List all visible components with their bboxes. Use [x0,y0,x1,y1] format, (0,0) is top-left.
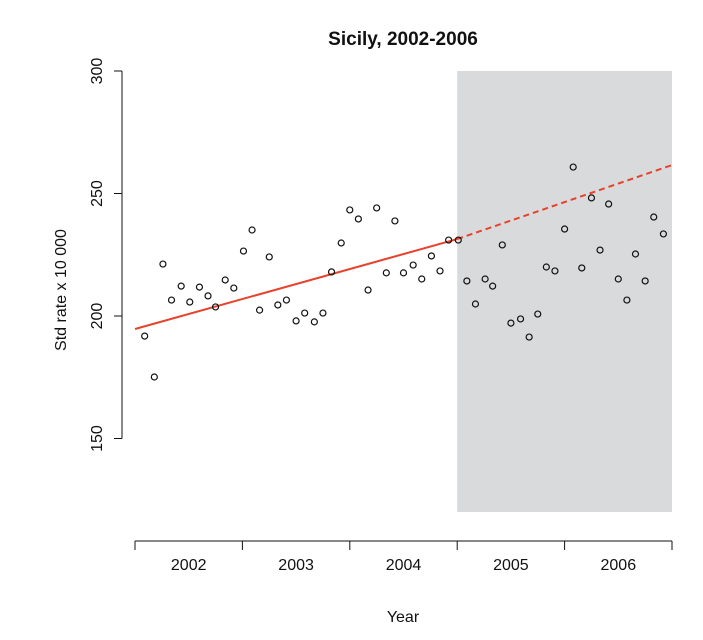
data-point [204,292,212,300]
data-point [177,282,185,290]
trend-line [134,238,458,330]
data-point [195,283,204,291]
data-point [354,215,362,223]
y-axis-label: Std rate x 10 000 [53,229,70,351]
y-tick-label: 150 [89,425,106,452]
data-point [498,241,506,249]
data-point [239,247,248,255]
data-point [282,296,291,304]
data-point [211,303,220,311]
x-tick-label: 2002 [171,557,207,574]
data-point [319,309,327,317]
data-point [650,213,658,221]
data-point [534,310,542,318]
data-point [186,298,194,306]
data-point [489,282,497,290]
x-axis-label: Year [387,609,420,626]
data-point [569,163,577,171]
x-tick-label: 2004 [386,557,422,574]
data-point [418,275,426,283]
data-point [337,239,345,247]
data-point [471,300,480,308]
x-tick-label: 2003 [278,557,314,574]
x-tick-label: 2005 [493,557,529,574]
y-tick-label: 250 [89,180,106,207]
data-point [596,246,604,254]
data-point [150,373,158,381]
data-point [516,315,525,323]
data-point [463,277,471,285]
data-point [230,284,238,292]
data-point [248,226,256,234]
data-point [641,277,649,285]
data-point [454,236,462,244]
data-point [659,230,668,238]
data-point [364,286,372,294]
data-point [159,260,167,268]
data-point [382,269,390,277]
data-point [301,309,309,317]
y-tick-label: 200 [89,303,106,330]
chart-title: Sicily, 2002-2006 [328,29,478,50]
data-point [587,194,596,202]
x-tick-label: 2006 [601,557,637,574]
data-point [481,275,489,283]
data-point [141,332,149,340]
data-point [327,268,336,276]
trend-line [456,164,673,241]
data-point [399,269,408,277]
data-point [507,319,515,327]
data-point [445,236,453,244]
shaded-region [457,71,672,512]
data-point [373,204,381,212]
data-point [427,252,436,260]
data-point [436,267,444,275]
data-point [265,253,273,261]
data-point [614,275,622,283]
data-point [167,296,176,304]
data-point [623,296,631,304]
data-point [391,217,399,225]
data-point [292,317,300,325]
data-point [221,276,229,284]
data-point [274,301,282,309]
y-tick-label: 300 [89,58,106,85]
data-point [631,250,640,258]
data-point [542,263,550,271]
data-point [605,200,613,208]
data-point [346,206,354,214]
data-point [578,264,586,272]
data-point [551,267,559,275]
data-point [409,261,417,269]
data-point [560,225,569,233]
data-point [310,318,318,326]
data-point [525,333,533,341]
data-point [255,306,264,314]
